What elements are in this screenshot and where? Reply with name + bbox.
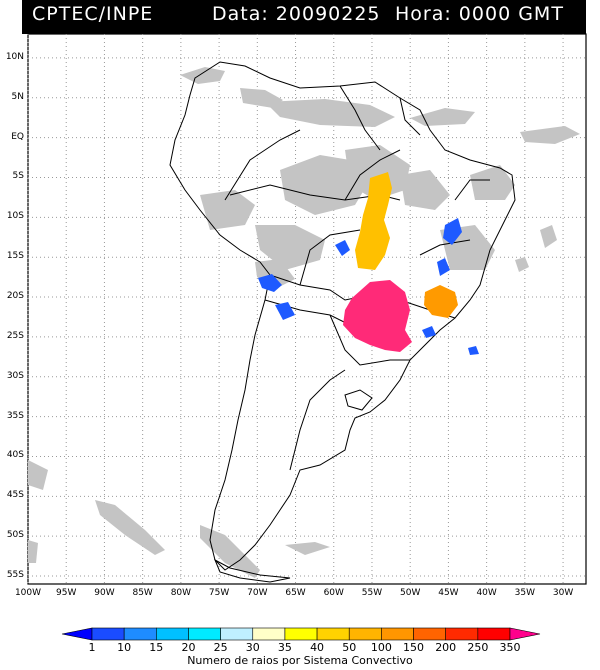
- system-orange-north: [355, 172, 392, 270]
- colorbar-tick-label: 25: [213, 641, 228, 654]
- colorbar-tick-label: 40: [310, 641, 325, 654]
- lon-label: 75W: [208, 588, 230, 598]
- colorbar-tick-label: 30: [245, 641, 260, 654]
- colorbar-tick-label: 1: [88, 641, 96, 654]
- lat-label: 35S: [6, 410, 24, 421]
- lon-label: 35W: [514, 588, 536, 598]
- colorbar-tick-label: 150: [403, 641, 425, 654]
- lon-label: 80W: [170, 588, 192, 598]
- lat-label: 10N: [5, 51, 24, 62]
- system-magenta: [343, 280, 412, 352]
- lon-label: 45W: [438, 588, 459, 598]
- lon-label: 60W: [323, 588, 344, 598]
- lon-label: 90W: [94, 588, 115, 598]
- map-frame: [27, 33, 587, 585]
- lat-label: 25S: [6, 330, 24, 341]
- lon-label: 50W: [400, 588, 421, 598]
- colorbar-tick-label: 10: [117, 641, 132, 654]
- colorbar-tick-label: 50: [342, 641, 357, 654]
- lat-label: 5N: [11, 91, 24, 102]
- lat-label: 5S: [12, 171, 24, 182]
- lon-label: 65W: [285, 588, 306, 598]
- colorbar-tick-label: 35: [277, 641, 292, 654]
- date-label: Data: 20090225: [212, 3, 381, 25]
- system-blue-5: [275, 302, 295, 320]
- system-blue-7: [468, 346, 479, 355]
- lat-label: 10S: [6, 211, 24, 222]
- lat-label: 15S: [6, 251, 24, 262]
- system-orange-southeast: [424, 285, 458, 318]
- lat-label: 50S: [6, 530, 24, 541]
- lon-label: 55W: [361, 588, 383, 598]
- system-blue-2: [443, 218, 462, 245]
- colorbar-tick-label: 15: [149, 641, 164, 654]
- lat-label: 20S: [6, 291, 24, 302]
- lon-label: 95W: [56, 588, 77, 598]
- colorbar-tick-label: 100: [370, 641, 392, 654]
- system-blue-1: [335, 240, 350, 256]
- colorbar-tick-label: 20: [181, 641, 196, 654]
- colorbar-tick-label: 350: [499, 641, 521, 654]
- source-label: CPTEC/INPE: [32, 3, 154, 25]
- lat-lon-grid: [27, 34, 586, 584]
- colorbar-title: Numero de raios por Sistema Convectivo: [187, 654, 413, 667]
- lon-label: 85W: [132, 588, 153, 598]
- lon-label: 40W: [476, 588, 497, 598]
- lat-label: 40S: [6, 450, 24, 461]
- lat-label: 30S: [6, 370, 24, 381]
- map-header: CPTEC/INPE Data: 20090225 Hora: 0000 GMT: [22, 0, 586, 34]
- lon-label: 30W: [552, 588, 574, 598]
- lightning-systems: [258, 172, 479, 355]
- lat-label: EQ: [11, 131, 24, 142]
- lon-label: 100W: [14, 588, 42, 598]
- hour-label: Hora: 0000 GMT: [395, 3, 564, 25]
- lat-label: 45S: [6, 490, 24, 501]
- cloud-cover: [28, 67, 580, 578]
- colorbar-tick-label: 250: [467, 641, 489, 654]
- system-blue-4: [258, 274, 282, 292]
- system-blue-6: [422, 326, 436, 338]
- system-blue-3: [437, 258, 450, 276]
- colorbar-tick-label: 200: [435, 641, 457, 654]
- lat-label: 55S: [6, 570, 24, 581]
- lon-label: 70W: [247, 588, 268, 598]
